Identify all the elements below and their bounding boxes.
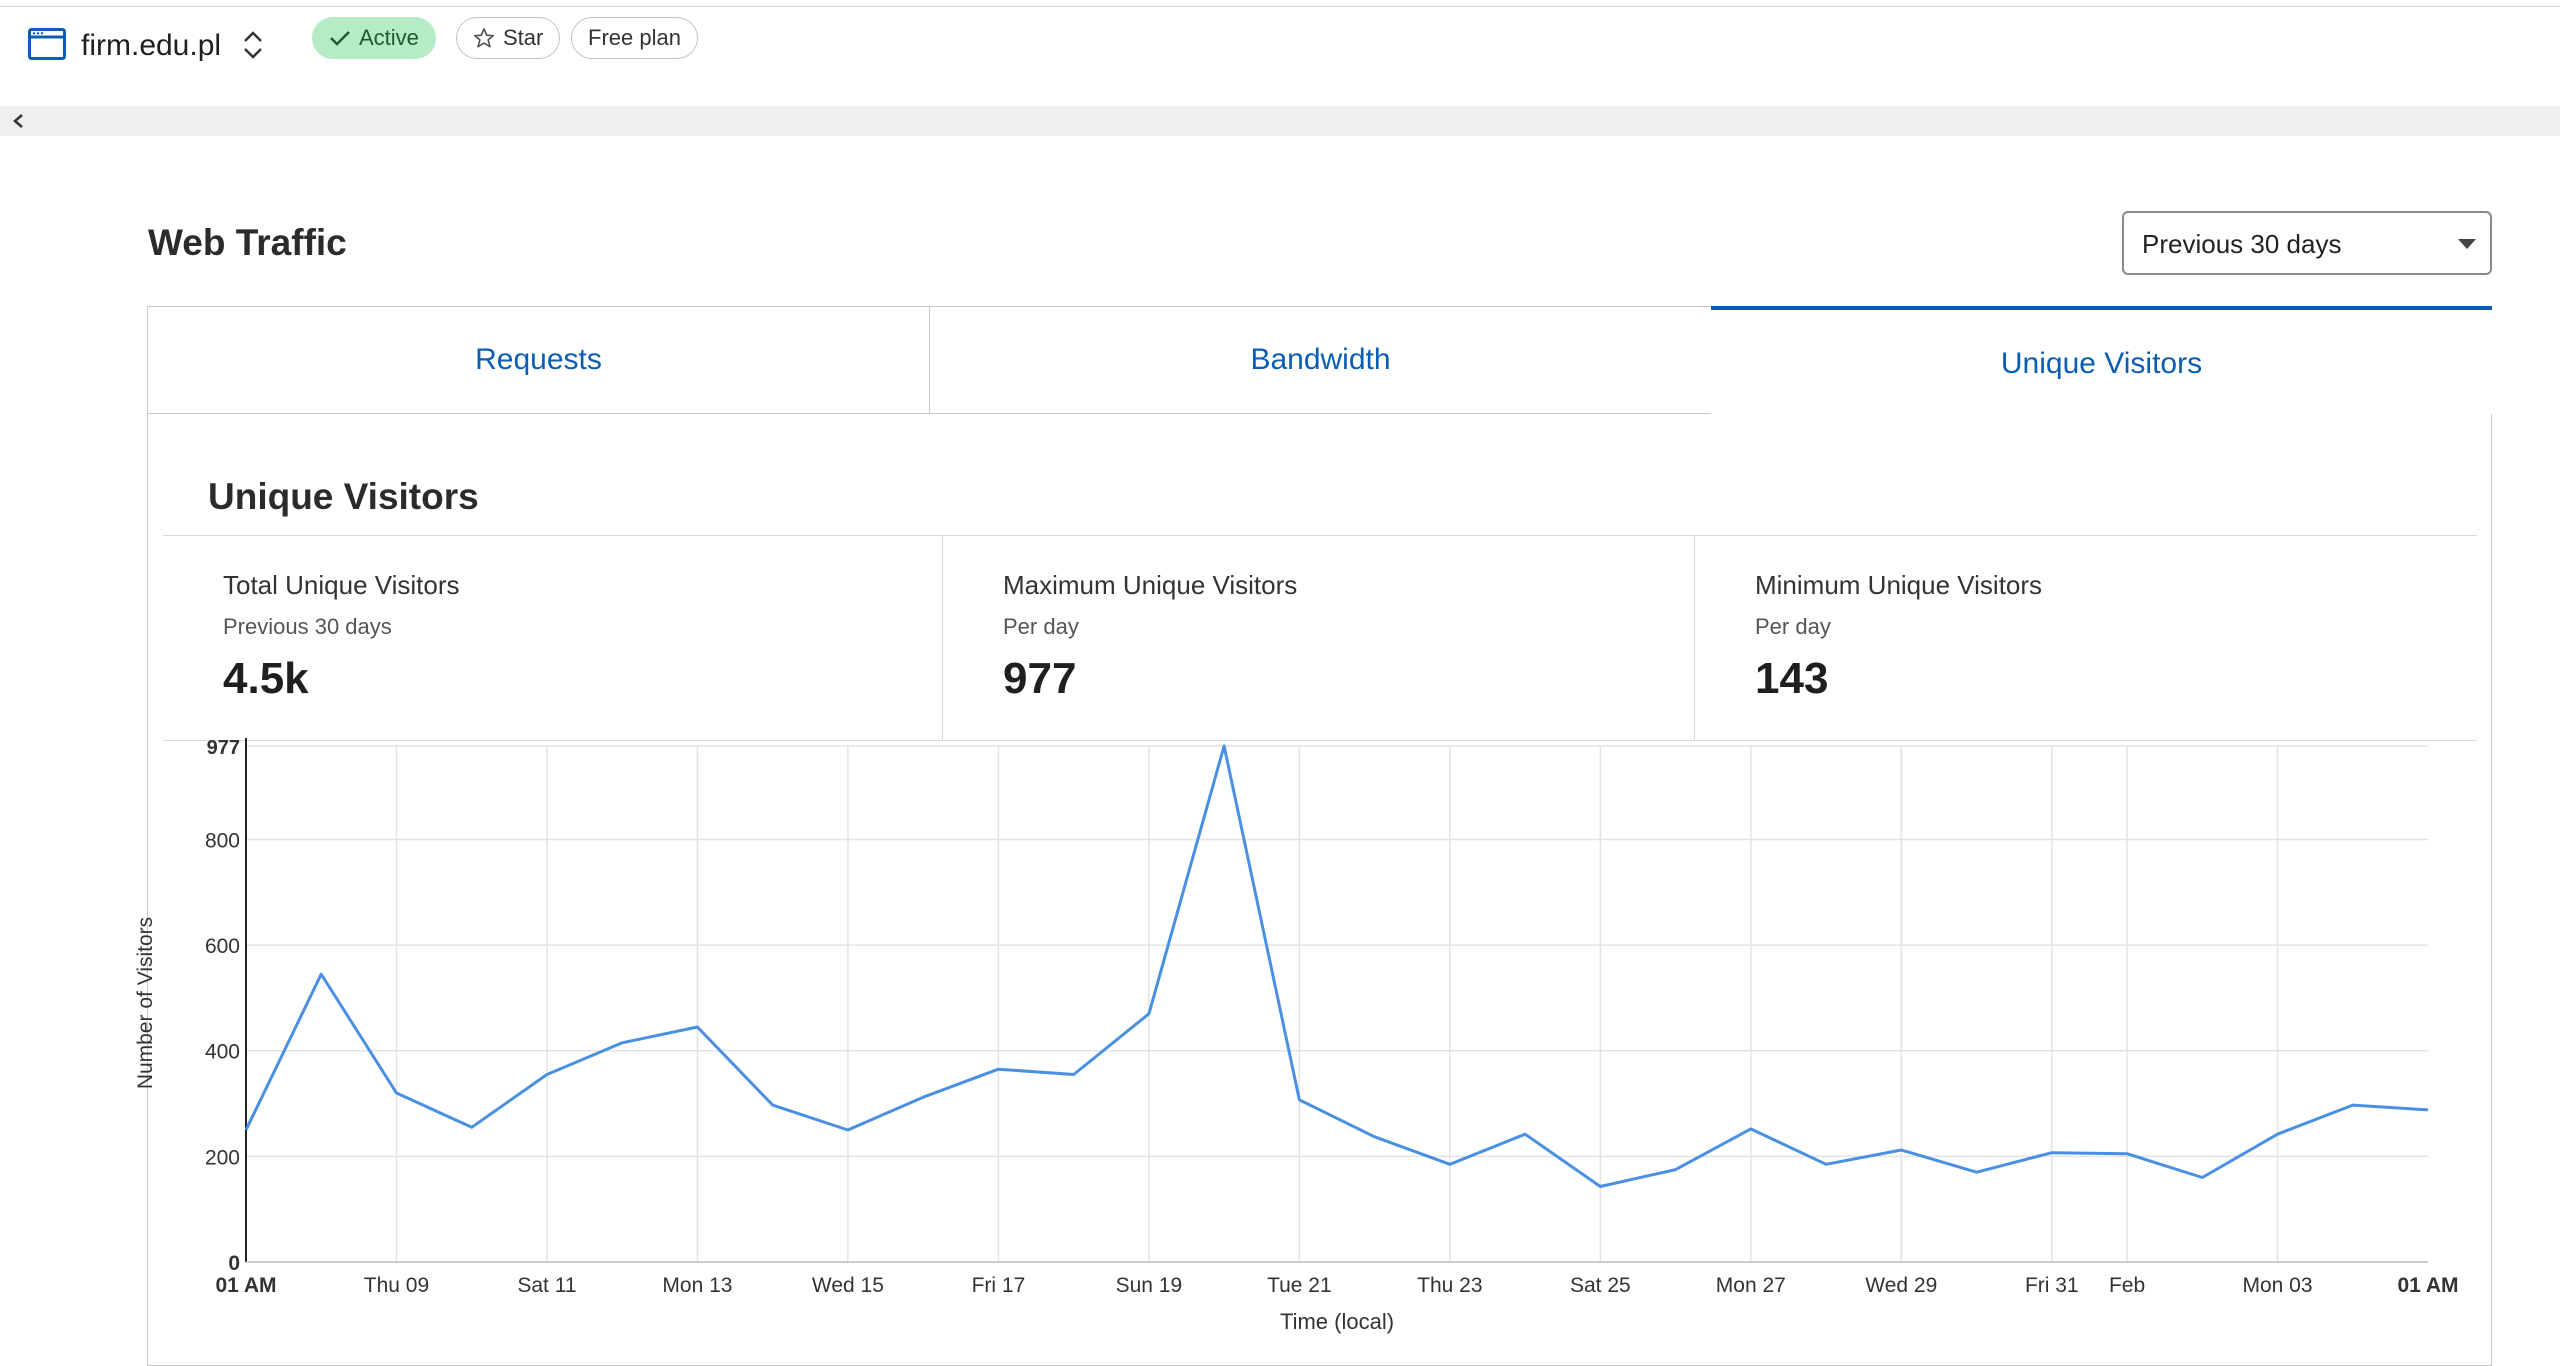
tab-bandwidth[interactable]: Bandwidth xyxy=(929,306,1712,414)
tab-requests[interactable]: Requests xyxy=(147,306,930,414)
section-title: Unique Visitors xyxy=(208,476,479,518)
stat-minimum: Minimum Unique Visitors Per day 143 xyxy=(1695,536,2477,741)
status-label: Active xyxy=(359,18,419,58)
star-button[interactable]: Star xyxy=(456,17,560,59)
star-icon xyxy=(473,27,495,49)
stat-total: Total Unique Visitors Previous 30 days 4… xyxy=(163,536,943,741)
tab-label: Bandwidth xyxy=(1250,343,1390,376)
star-label: Star xyxy=(503,18,543,58)
tab-unique-visitors[interactable]: Unique Visitors xyxy=(1711,306,2492,414)
chevron-up-down-icon[interactable] xyxy=(241,27,265,63)
page-title: Web Traffic xyxy=(148,222,347,264)
stat-value: 977 xyxy=(1003,654,1076,704)
plan-badge[interactable]: Free plan xyxy=(571,17,698,59)
browser-window-icon xyxy=(28,28,66,60)
stat-value: 4.5k xyxy=(223,654,309,704)
date-range-select[interactable]: Previous 30 days xyxy=(2122,211,2492,275)
tab-label: Unique Visitors xyxy=(2001,347,2202,380)
stats-row: Total Unique Visitors Previous 30 days 4… xyxy=(163,535,2477,741)
collapse-bar[interactable] xyxy=(0,106,2560,136)
stat-sub: Previous 30 days xyxy=(223,614,392,640)
status-badge: Active xyxy=(312,17,436,59)
site-name[interactable]: firm.edu.pl xyxy=(81,28,221,64)
stat-sub: Per day xyxy=(1003,614,1079,640)
stat-maximum: Maximum Unique Visitors Per day 977 xyxy=(943,536,1695,741)
stat-name: Minimum Unique Visitors xyxy=(1755,570,2042,601)
date-range-value: Previous 30 days xyxy=(2142,229,2341,260)
chevron-left-icon[interactable] xyxy=(10,112,26,130)
stat-name: Total Unique Visitors xyxy=(223,570,460,601)
check-icon xyxy=(329,29,351,47)
stat-value: 143 xyxy=(1755,654,1828,704)
plan-label: Free plan xyxy=(588,18,681,58)
stat-sub: Per day xyxy=(1755,614,1831,640)
caret-down-icon xyxy=(2458,239,2476,249)
stat-name: Maximum Unique Visitors xyxy=(1003,570,1297,601)
traffic-panel xyxy=(147,306,2492,1366)
tab-label: Requests xyxy=(475,343,602,376)
